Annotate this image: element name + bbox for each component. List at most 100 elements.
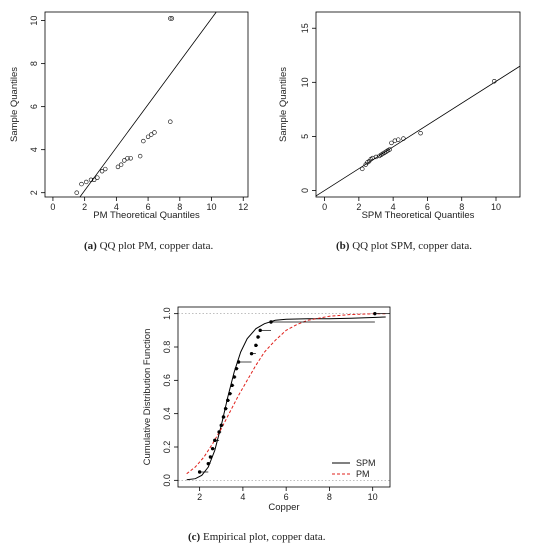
empirical-point [256, 335, 260, 339]
legend-label-spm: SPM [356, 458, 376, 468]
data-point [492, 79, 497, 84]
empirical-point [210, 446, 215, 451]
data-point [84, 179, 89, 185]
empirical-point [258, 328, 262, 333]
y-tick-label: 6 [29, 104, 39, 109]
reference-line [79, 12, 217, 197]
caption-c: (c) Empirical plot, copper data. [188, 531, 325, 543]
data-point [169, 16, 175, 21]
data-point [95, 175, 100, 180]
caption-b: (b) QQ plot SPM, copper data. [336, 240, 472, 252]
y-tick-label: 2 [29, 190, 39, 195]
empirical-point [232, 375, 236, 379]
y-tick-label: 8 [29, 61, 39, 66]
x-axis-label: SPM Theoretical Quantiles [362, 210, 475, 221]
y-tick-label: 10 [29, 16, 39, 26]
empirical-point [221, 415, 226, 419]
caption-c-tag: (c) [188, 531, 201, 543]
empirical-point [230, 383, 234, 388]
empirical-point [223, 406, 228, 411]
data-point [168, 16, 173, 21]
y-tick-label: 10 [300, 77, 310, 87]
y-tick-label: 0 [300, 188, 310, 193]
y-tick-label: 0.6 [162, 374, 172, 387]
y-tick-label: 0.4 [162, 407, 172, 420]
x-tick-label: 10 [491, 202, 501, 212]
x-tick-label: 2 [356, 202, 361, 212]
reference-line [316, 65, 520, 197]
x-tick-label: 6 [425, 202, 430, 212]
data-point [145, 134, 151, 139]
x-tick-label: 8 [327, 492, 332, 502]
y-axis-label: Sample Quantiles [278, 67, 289, 142]
x-tick-label: 8 [177, 202, 182, 212]
data-point [79, 181, 84, 187]
plot-frame [44, 11, 249, 198]
plot-area [74, 12, 217, 197]
data-point [74, 190, 79, 195]
x-axis-label: PM Theoretical Quantiles [93, 210, 200, 221]
caption-b-tag: (b) [336, 240, 350, 252]
empirical-point [206, 461, 210, 466]
x-tick-label: 12 [238, 202, 248, 212]
data-point [401, 136, 406, 141]
data-point [122, 158, 127, 163]
data-point [396, 137, 401, 142]
x-tick-label: 8 [459, 202, 464, 212]
caption-a-text: QQ plot PM, copper data. [99, 240, 214, 252]
data-point [103, 166, 108, 172]
cdf-line-pm [186, 313, 386, 475]
legend-label-pm: PM [356, 469, 370, 479]
qq-plot-spm: 0 2 4 6 8 10 0 5 10 15 SPM Theoretical Quantiles Sa… [278, 11, 521, 221]
plot-area [316, 65, 520, 197]
x-axis-label: Copper [268, 502, 299, 513]
empirical-point [373, 311, 377, 316]
x-tick-label: 2 [197, 492, 202, 502]
y-tick-label: 0.8 [162, 341, 172, 354]
qq-plot-pm: 0 2 4 6 8 10 12 2 4 6 8 10 PM Theoretical Quantiles S… [9, 11, 249, 221]
y-axis-label: Sample Quantiles [9, 67, 20, 142]
y-tick-label: 0.0 [162, 474, 172, 487]
cdf-line-spm [186, 316, 386, 481]
x-tick-label: 2 [82, 202, 87, 212]
empirical-point [208, 455, 213, 459]
plot-frame [315, 11, 521, 198]
x-tick-label: 10 [207, 202, 217, 212]
x-tick-label: 6 [284, 492, 289, 502]
x-tick-label: 4 [240, 492, 245, 502]
x-tick-label: 0 [50, 202, 55, 212]
y-tick-label: 4 [29, 147, 39, 152]
plot-frame [177, 306, 391, 488]
data-point [152, 130, 157, 135]
x-tick-label: 0 [322, 202, 327, 212]
data-point [115, 164, 121, 170]
x-tick-label: 10 [368, 492, 378, 502]
data-point [360, 166, 365, 172]
data-point [128, 156, 133, 161]
empirical-point [213, 438, 217, 443]
plot-area [186, 311, 390, 481]
data-point [389, 140, 394, 146]
empirical-cdf-plot: 2 4 6 8 10 0.0 0.2 0.4 0.6 0.8 1.0 Copper Cumulative… [142, 306, 391, 513]
caption-c-text: Empirical plot, copper data. [202, 531, 326, 543]
data-point [149, 132, 154, 137]
y-tick-label: 5 [300, 134, 310, 139]
empirical-point [254, 343, 258, 348]
empirical-point [219, 423, 223, 428]
data-point [88, 177, 94, 182]
empirical-point [197, 470, 202, 474]
empirical-point [226, 398, 230, 403]
empirical-point [217, 430, 221, 434]
caption-b-text: QQ plot SPM, copper data. [352, 240, 472, 252]
empirical-point [249, 351, 254, 356]
y-tick-label: 1.0 [162, 307, 172, 320]
data-point [137, 153, 143, 159]
empirical-point [228, 391, 232, 396]
data-point [125, 156, 130, 161]
caption-a: (a) QQ plot PM, copper data. [84, 240, 213, 252]
data-point [387, 147, 392, 152]
x-tick-label: 4 [114, 202, 119, 212]
empirical-point [234, 366, 239, 371]
data-point [99, 168, 105, 174]
